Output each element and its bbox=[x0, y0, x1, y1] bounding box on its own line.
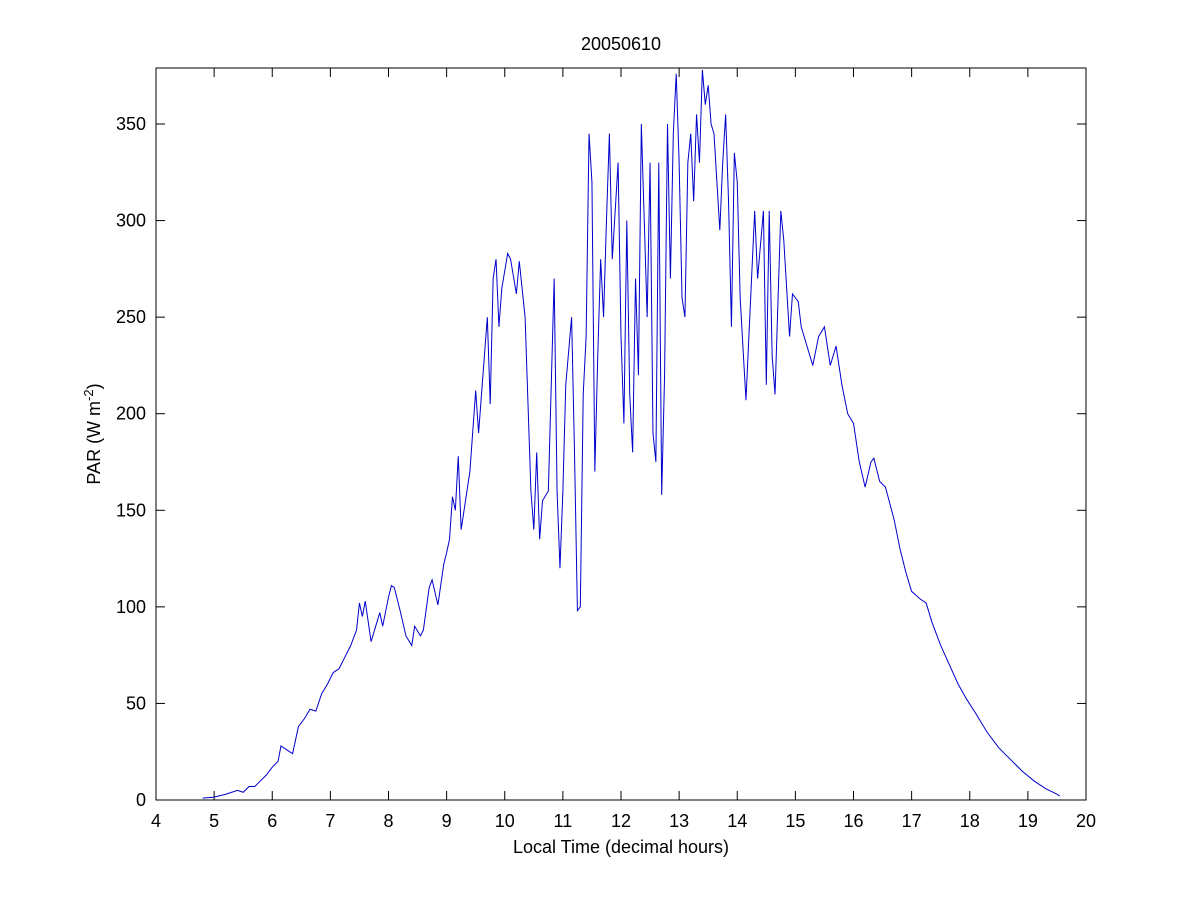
x-tick-label: 4 bbox=[151, 811, 161, 831]
x-axis-label: Local Time (decimal hours) bbox=[513, 837, 729, 857]
x-tick-label: 12 bbox=[611, 811, 631, 831]
y-tick-label: 100 bbox=[116, 597, 146, 617]
x-tick-label: 15 bbox=[785, 811, 805, 831]
x-tick-label: 16 bbox=[843, 811, 863, 831]
y-tick-label: 50 bbox=[126, 693, 146, 713]
x-tick-label: 6 bbox=[267, 811, 277, 831]
y-tick-label: 250 bbox=[116, 307, 146, 327]
x-tick-label: 17 bbox=[902, 811, 922, 831]
x-tick-label: 19 bbox=[1018, 811, 1038, 831]
x-tick-label: 8 bbox=[383, 811, 393, 831]
y-axis-label: PAR (W m-2) bbox=[81, 383, 104, 484]
data-line bbox=[202, 69, 1061, 799]
y-tick-label: 300 bbox=[116, 211, 146, 231]
chart-title: 20050610 bbox=[581, 34, 661, 54]
y-tick-label: 150 bbox=[116, 500, 146, 520]
x-tick-label: 20 bbox=[1076, 811, 1096, 831]
y-label-text: PAR (W m bbox=[84, 401, 104, 485]
y-tick-label: 0 bbox=[136, 790, 146, 810]
x-tick-label: 5 bbox=[209, 811, 219, 831]
y-tick-label: 200 bbox=[116, 404, 146, 424]
x-tick-label: 10 bbox=[495, 811, 515, 831]
x-tick-label: 11 bbox=[554, 811, 573, 831]
plot-frame bbox=[155, 67, 1087, 801]
x-tick-label: 14 bbox=[727, 811, 747, 831]
y-tick-label: 350 bbox=[116, 114, 146, 134]
y-label-superscript: -2 bbox=[81, 389, 96, 401]
x-tick-label: 7 bbox=[325, 811, 335, 831]
x-tick-label: 9 bbox=[442, 811, 452, 831]
x-tick-label: 18 bbox=[960, 811, 980, 831]
x-tick-label: 13 bbox=[669, 811, 689, 831]
y-label-suffix: ) bbox=[84, 383, 104, 389]
